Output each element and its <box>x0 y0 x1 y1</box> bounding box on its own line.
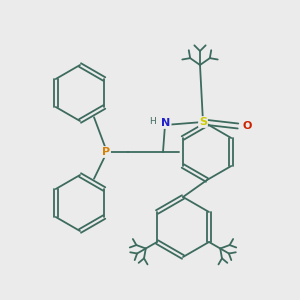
Text: O: O <box>242 121 252 131</box>
Text: P: P <box>102 147 110 157</box>
Text: H: H <box>150 118 156 127</box>
Text: N: N <box>161 118 171 128</box>
Text: S: S <box>199 117 207 127</box>
